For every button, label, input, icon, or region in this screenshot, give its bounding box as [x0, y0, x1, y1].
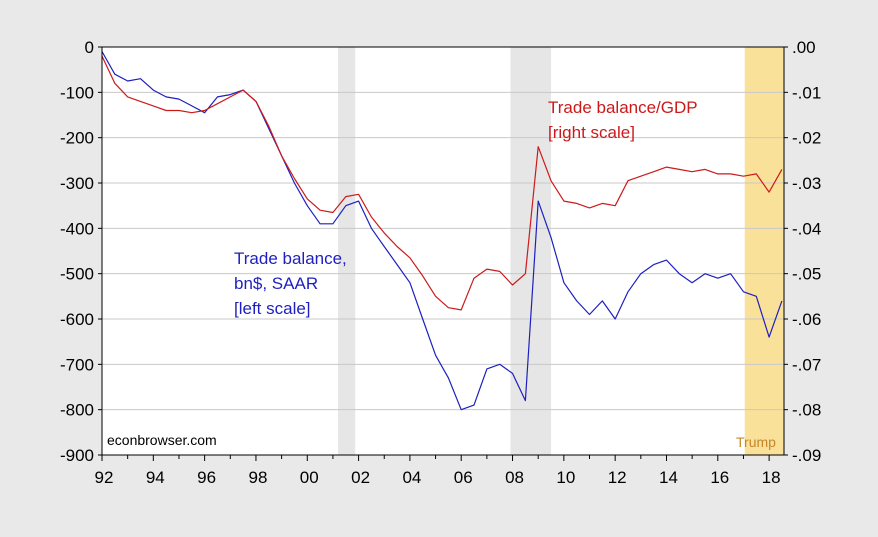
x-tick-label-10: 12	[608, 468, 627, 487]
x-tick-label-7: 06	[454, 468, 473, 487]
left-tick-label-5: -500	[60, 265, 94, 284]
right-axis: .00 -.01 -.02 -.03 -.04 -.05 -.06 -.07 -.08 -.09	[784, 38, 821, 465]
x-tick-label-4: 00	[300, 468, 319, 487]
right-tick-label-9: -.09	[792, 446, 821, 465]
gdp-annotation-line-2: [right scale]	[548, 123, 635, 142]
trade-balance-gdp-line	[101, 55, 783, 311]
right-tick-label-8: -.08	[792, 401, 821, 420]
left-tick-label-0: 0	[85, 38, 94, 57]
left-tick-label-6: -600	[60, 310, 94, 329]
x-axis: 92 94 96 98 00 02 04 06 08 10 12 14 16 18	[95, 455, 781, 487]
x-tick-label-9: 10	[556, 468, 575, 487]
x-tick-label-3: 98	[248, 468, 267, 487]
right-tick-label-1: -.01	[792, 83, 821, 102]
x-tick-label-2: 96	[197, 468, 216, 487]
plot-area	[101, 46, 785, 456]
x-tick-label-0: 92	[95, 468, 114, 487]
left-tick-label-4: -400	[60, 219, 94, 238]
x-tick-label-12: 16	[710, 468, 729, 487]
x-tick-label-5: 02	[351, 468, 370, 487]
x-tick-label-6: 04	[402, 468, 421, 487]
right-tick-label-4: -.04	[792, 219, 821, 238]
left-tick-label-2: -200	[60, 129, 94, 148]
left-tick-label-9: -900	[60, 446, 94, 465]
balance-annotation-line-3: [left scale]	[234, 299, 311, 318]
shaded-period-overlay	[338, 47, 784, 455]
shaded-period-2	[744, 47, 784, 455]
shaded-period-0	[338, 47, 356, 455]
x-tick-label-1: 94	[146, 468, 165, 487]
right-tick-label-3: -.03	[792, 174, 821, 193]
trump-label: Trump	[736, 434, 776, 450]
x-tick-label-8: 08	[505, 468, 524, 487]
x-tick-label-13: 18	[762, 468, 781, 487]
source-label: econbrowser.com	[107, 432, 217, 448]
x-tick-label-11: 14	[659, 468, 678, 487]
left-axis: 0 -100 -200 -300 -400 -500 -600 -700 -800 -900	[60, 38, 102, 465]
gridlines	[102, 91, 784, 411]
trade-balance-line	[101, 51, 783, 411]
series-lines	[101, 51, 783, 411]
left-tick-label-7: -700	[60, 355, 94, 374]
right-tick-label-2: -.02	[792, 129, 821, 148]
right-tick-label-6: -.06	[792, 310, 821, 329]
plot-border	[101, 46, 785, 456]
left-tick-label-1: -100	[60, 83, 94, 102]
balance-annotation-line-1: Trade balance,	[234, 249, 347, 268]
balance-annotation-line-2: bn$, SAAR	[234, 274, 318, 293]
gdp-annotation-line-1: Trade balance/GDP	[548, 98, 698, 117]
right-tick-label-7: -.07	[792, 355, 821, 374]
right-tick-label-0: .00	[792, 38, 816, 57]
left-tick-label-8: -800	[60, 401, 94, 420]
shaded-period-1	[510, 47, 552, 455]
right-tick-label-5: -.05	[792, 265, 821, 284]
left-tick-label-3: -300	[60, 174, 94, 193]
